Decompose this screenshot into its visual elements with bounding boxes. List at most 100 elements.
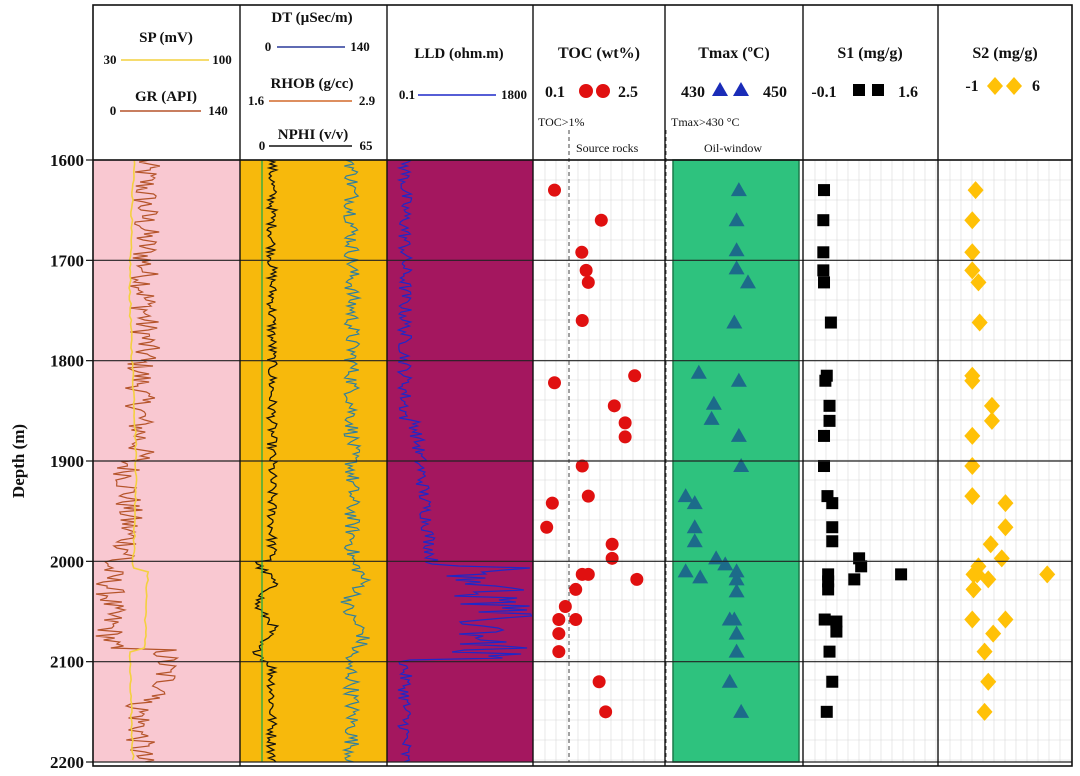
s1-min: -0.1 <box>811 84 836 101</box>
toc-point <box>545 496 559 510</box>
tmax-point <box>728 212 745 227</box>
tmax-point <box>728 242 745 257</box>
toc-point <box>630 572 644 586</box>
s1-point <box>855 560 868 573</box>
s2-point <box>967 181 984 200</box>
tmax-point <box>726 314 743 329</box>
tmax-point <box>739 274 756 289</box>
y-axis-label: Depth (m) <box>9 424 28 498</box>
s2-point <box>964 426 981 445</box>
s1-point <box>818 613 831 626</box>
depth-tick-label: 2100 <box>50 653 84 672</box>
depth-tick-label: 2200 <box>50 753 84 772</box>
tmax-point <box>692 569 709 584</box>
s1-point <box>817 246 830 259</box>
tmax-point <box>703 410 720 425</box>
toc-point <box>569 613 583 627</box>
chart-frame <box>92 4 1073 767</box>
toc-point <box>599 705 613 719</box>
s1-point <box>823 645 836 658</box>
lld-min: 0.1 <box>399 87 415 102</box>
s1-point <box>818 276 831 289</box>
toc-legend-marker <box>579 84 593 98</box>
toc-point <box>579 263 593 277</box>
rhob-min: 1.6 <box>248 93 265 108</box>
s2-point <box>980 672 997 691</box>
s2-point <box>985 624 1002 643</box>
s2-point <box>964 243 981 262</box>
tmax-point <box>686 519 703 534</box>
nphi-min: 0 <box>259 138 266 153</box>
s2-point <box>964 371 981 390</box>
toc-point <box>628 369 642 383</box>
tmax-label: Tmax (ºC) <box>698 45 770 62</box>
toc-point <box>581 489 595 503</box>
toc-label: TOC (wt%) <box>558 45 640 62</box>
toc-point <box>605 537 619 551</box>
toc-point <box>592 675 606 689</box>
toc-min: 0.1 <box>545 84 565 101</box>
depth-tick-label: 2000 <box>50 552 84 571</box>
toc-point <box>575 245 589 259</box>
toc-point <box>540 520 554 534</box>
s1-point <box>826 535 839 548</box>
sp-max: 100 <box>212 52 232 67</box>
s1-point <box>830 615 843 628</box>
tmax-point <box>690 364 707 379</box>
s2-point <box>971 313 988 332</box>
s1-point <box>895 568 908 581</box>
tmax-point <box>730 372 747 387</box>
toc-legend-marker <box>596 84 610 98</box>
s1-point <box>823 399 836 412</box>
s1-point <box>830 625 843 638</box>
dt-max: 140 <box>350 39 370 54</box>
rhob-max: 2.9 <box>359 93 376 108</box>
nphi-max: 65 <box>360 138 374 153</box>
depth-tick-label: 1900 <box>50 452 84 471</box>
sp-label: SP (mV) <box>139 30 193 46</box>
tmax-point <box>728 643 745 658</box>
tmax-threshold-label: Tmax>430 °C <box>671 115 740 129</box>
toc-point <box>548 376 561 390</box>
lld-max: 1800 <box>501 87 527 102</box>
tmax-point <box>717 556 734 571</box>
s2-point <box>983 411 1000 430</box>
oil-window-label: Oil-window <box>704 141 762 155</box>
s2-point <box>976 702 993 721</box>
s1-point <box>826 497 839 510</box>
depth-tick-label: 1700 <box>50 251 84 270</box>
toc-point <box>618 430 632 444</box>
toc-point <box>581 275 595 289</box>
tmax-legend-marker <box>733 82 749 96</box>
tmax-point <box>686 495 703 510</box>
toc-point <box>569 582 583 596</box>
s1-point <box>822 583 835 596</box>
s1-point <box>820 705 833 718</box>
s2-point <box>980 570 997 589</box>
tmax-point <box>728 260 745 275</box>
toc-point <box>575 459 589 473</box>
toc-point <box>575 314 589 328</box>
s2-point <box>964 610 981 629</box>
s1-label: S1 (mg/g) <box>837 45 902 62</box>
s1-legend-marker <box>853 84 865 96</box>
s1-point <box>823 414 836 427</box>
source-rocks-label: Source rocks <box>576 141 639 155</box>
tmax-min: 430 <box>681 84 705 101</box>
lld-label: LLD (ohm.m) <box>414 46 503 62</box>
depth-tick-label: 1800 <box>50 352 84 371</box>
toc-point <box>552 613 566 627</box>
s2-point <box>965 580 982 599</box>
toc-point <box>558 599 572 613</box>
s1-point <box>818 429 831 442</box>
depth-tick-label: 1600 <box>50 151 84 170</box>
toc-point <box>618 416 632 430</box>
s2-max: 6 <box>1032 78 1040 95</box>
s2-point <box>983 396 1000 415</box>
tmax-point <box>677 563 694 578</box>
tmax-point <box>733 458 750 473</box>
s2-point <box>982 535 999 554</box>
s2-legend-marker <box>1006 77 1022 95</box>
toc-point <box>594 213 608 227</box>
tmax-point <box>677 488 694 503</box>
